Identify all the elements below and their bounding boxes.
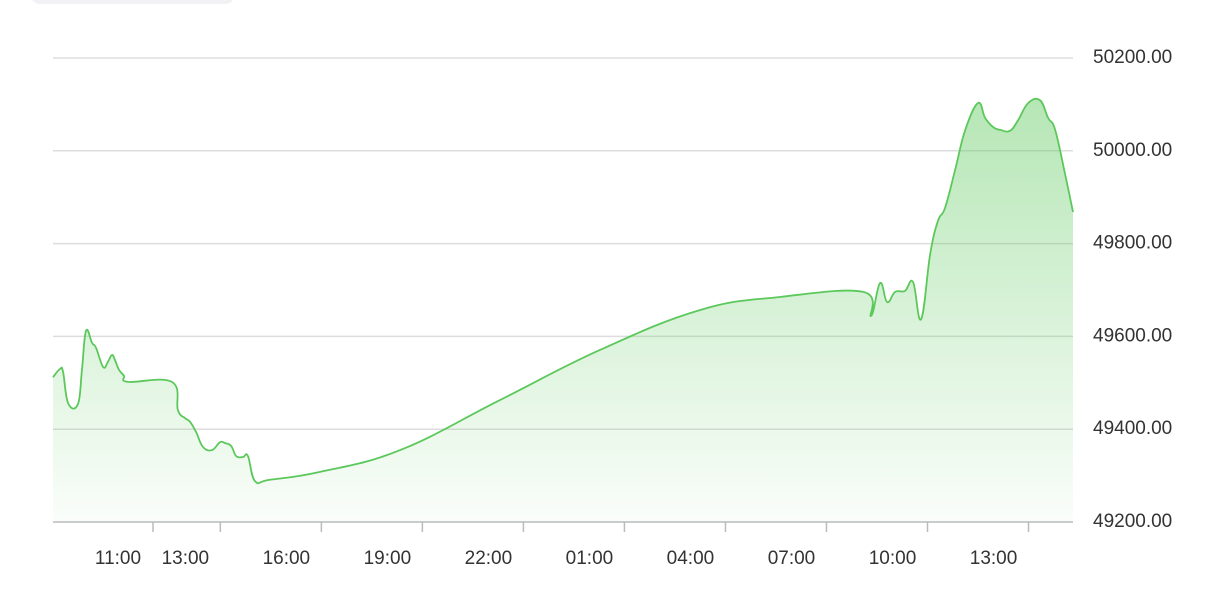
x-tick-label: 07:00 [768,548,816,569]
x-tick-label: 01:00 [566,548,614,569]
x-tick-label: 10:00 [869,548,917,569]
x-tick-label: 11:00 [95,548,141,569]
y-tick-label: 50200.00 [1093,47,1172,68]
x-tick-label: 13:00 [162,548,210,569]
area-fill [53,98,1073,522]
y-tick-label: 50000.00 [1093,140,1172,161]
y-tick-label: 49200.00 [1093,511,1172,532]
x-tick-label: 19:00 [364,548,412,569]
x-tick-label: 22:00 [465,548,513,569]
y-tick-label: 49400.00 [1093,418,1172,439]
price-line [52,97,1074,485]
x-tick-label: 13:00 [970,548,1018,569]
y-tick-label: 49600.00 [1093,325,1172,346]
y-tick-label: 49800.00 [1093,233,1172,254]
x-tick-label: 16:00 [263,548,311,569]
x-tick-label: 04:00 [667,548,715,569]
toolbar-pill [32,0,233,4]
